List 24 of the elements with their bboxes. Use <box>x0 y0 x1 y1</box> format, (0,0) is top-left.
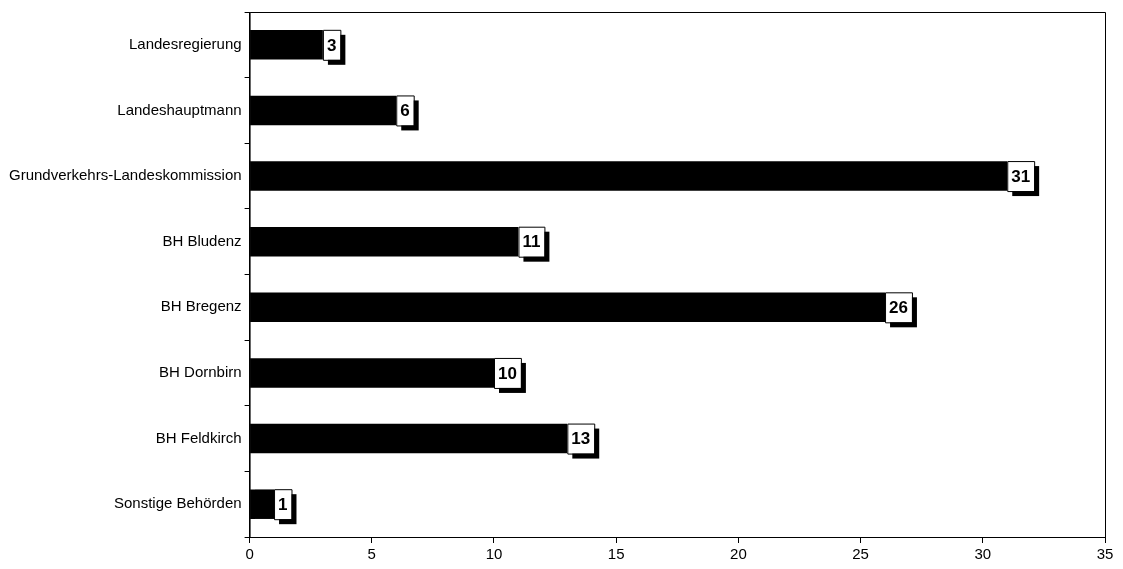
data-label: 10 <box>497 363 517 383</box>
y-tick-label: BH Bludenz <box>162 231 242 249</box>
data-label: 6 <box>400 101 410 121</box>
data-label: 11 <box>522 232 541 252</box>
y-tick-label: BH Bregenz <box>160 297 242 315</box>
y-tick-label: BH Dornbirn <box>159 363 242 381</box>
y-tick-label: Grundverkehrs-Landeskommission <box>8 166 242 184</box>
data-label: 3 <box>326 35 337 55</box>
data-label: 26 <box>889 298 908 317</box>
x-tick-label: 20 <box>730 545 747 563</box>
x-tick-label: 0 <box>245 545 254 563</box>
y-tick-label: Sonstige Behörden <box>113 494 242 512</box>
y-tick-label: BH Feldkirch <box>155 428 242 446</box>
y-tick-label: Landeshauptmann <box>117 100 242 118</box>
x-tick-label: 10 <box>485 545 503 563</box>
x-tick-label: 15 <box>607 545 625 563</box>
y-tick-label: Landesregierung <box>129 34 242 52</box>
data-label: 13 <box>571 429 591 449</box>
x-tick-label: 5 <box>367 545 376 563</box>
x-tick-label: 30 <box>974 545 992 563</box>
x-tick-label: 35 <box>1096 545 1114 563</box>
data-label: 31 <box>1011 166 1031 186</box>
x-tick-label: 25 <box>852 545 869 563</box>
data-label: 1 <box>278 494 288 514</box>
